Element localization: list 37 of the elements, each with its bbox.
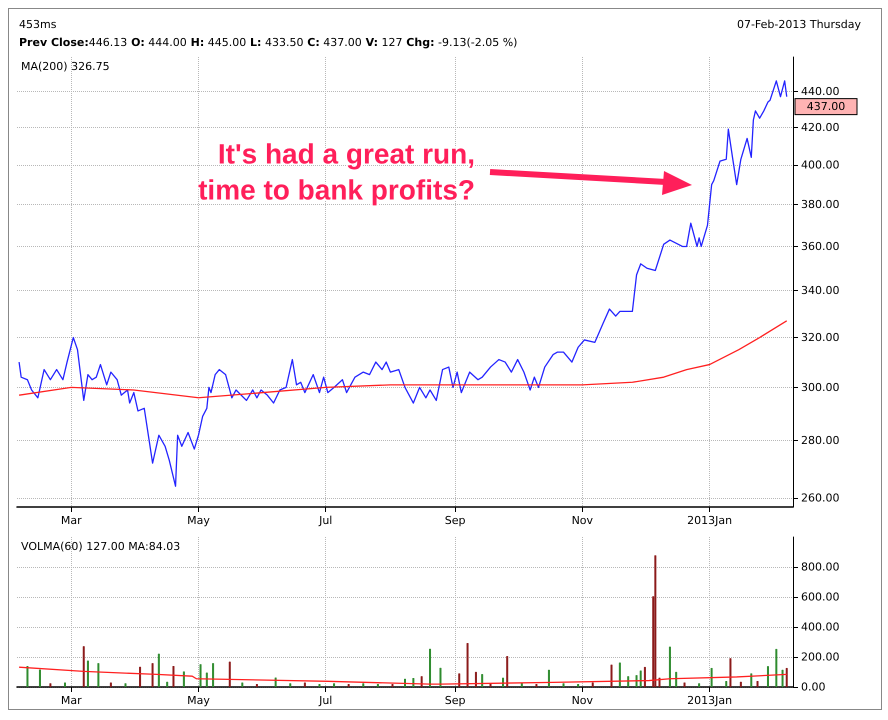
- text: 453ms: [19, 18, 57, 31]
- x-tick-label: Mar: [60, 694, 82, 707]
- x-tick-label: May: [187, 514, 210, 527]
- y-tick-label: 400.00: [801, 620, 840, 634]
- x-tick-label: Jul: [318, 514, 332, 527]
- y-tick-label: 0.00: [801, 680, 826, 694]
- annotation: MA(200) 326.75: [21, 60, 110, 73]
- x-tick-label: 2013Jan: [687, 514, 732, 527]
- x-tick-label: Jul: [318, 694, 332, 707]
- x-tick-label: Sep: [444, 694, 466, 707]
- y-tick-label: 320.00: [801, 331, 840, 344]
- x-tick-label: Nov: [572, 514, 594, 527]
- line-series: [18, 80, 788, 487]
- y-tick-label: 600.00: [801, 590, 840, 604]
- x-tick-label: Sep: [444, 514, 466, 527]
- x-tick-label: Nov: [572, 694, 594, 707]
- annotation: It's had a great run, time to bank profits?: [198, 138, 475, 206]
- y-tick-label: 300.00: [801, 380, 840, 394]
- line-series: [18, 666, 788, 685]
- x-tick-label: 2013Jan: [687, 694, 732, 707]
- y-tick-label: 440.00: [801, 84, 840, 98]
- x-tick-label: May: [187, 694, 210, 707]
- x-tick-label: Mar: [60, 514, 82, 527]
- y-tick-label: 260.00: [801, 492, 840, 505]
- line-series: [18, 320, 788, 398]
- y-tick-label: 400.00: [801, 158, 840, 172]
- text: Prev Close:446.13 O: 444.00 H: 445.00 L: 433.50 C: 437.00 V: 127 Chg: -9.13(-2.05 %): [19, 36, 518, 49]
- y-tick-label: 800.00: [801, 560, 840, 574]
- y-tick-label: 360.00: [801, 240, 840, 253]
- annotation: VOLMA(60) 127.00 MA:84.03: [21, 540, 180, 553]
- y-tick-label: 380.00: [801, 198, 840, 212]
- y-tick-label: 420.00: [801, 120, 840, 134]
- y-tick-label: 280.00: [801, 434, 840, 448]
- annotation: 437.00: [806, 100, 846, 114]
- y-tick-label: 340.00: [801, 284, 840, 298]
- text: 07-Feb-2013 Thursday: [736, 18, 862, 31]
- y-tick-label: 200.00: [801, 650, 840, 664]
